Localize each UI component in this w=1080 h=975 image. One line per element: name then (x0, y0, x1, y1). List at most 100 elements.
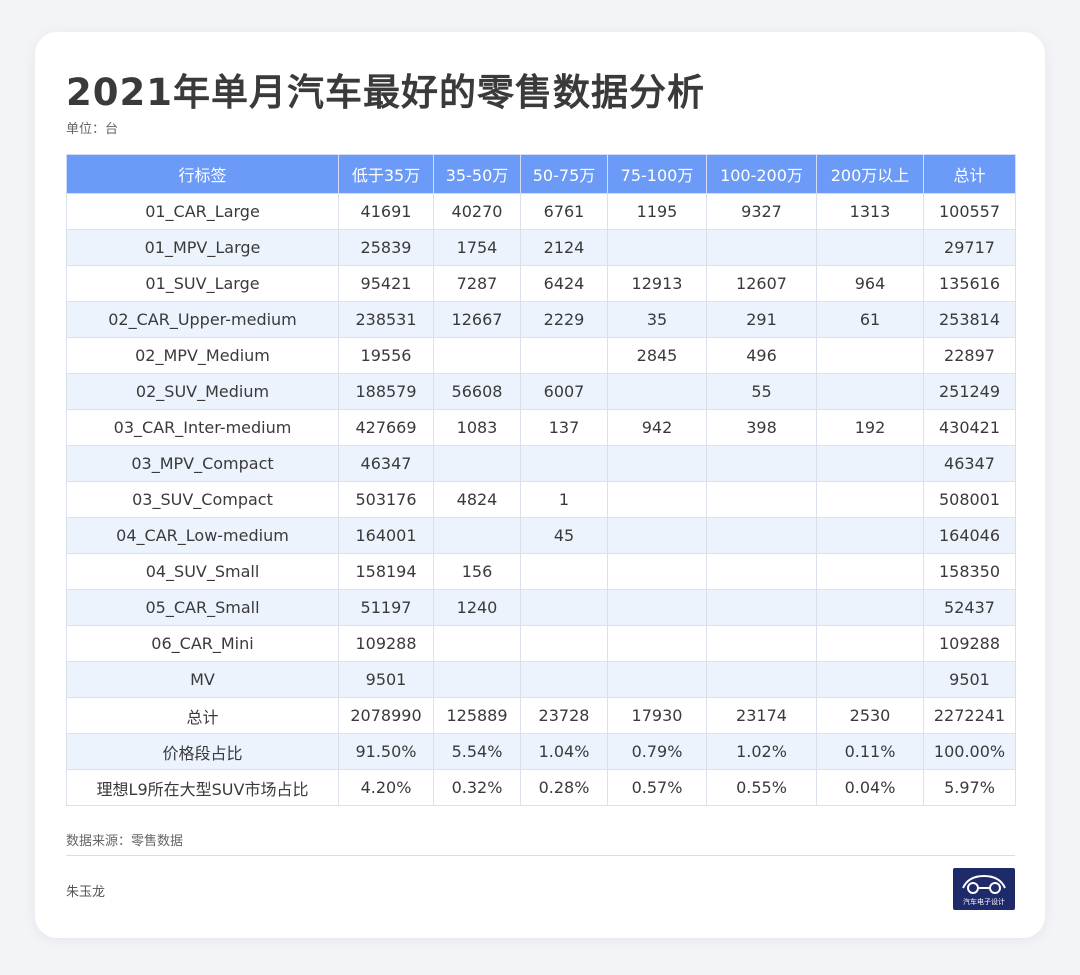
row-label-cell: 01_CAR_Large (66, 193, 339, 230)
value-cell: 164001 (338, 517, 434, 554)
value-cell: 0.11% (816, 733, 924, 770)
logo-text: 汽车电子设计 (963, 898, 1005, 906)
row-label-cell: 价格段占比 (66, 733, 339, 770)
value-cell: 238531 (338, 301, 434, 338)
author-name: 朱玉龙 (66, 885, 106, 900)
value-cell: 19556 (338, 337, 434, 374)
value-cell: 52437 (923, 589, 1016, 626)
row-label-cell: 理想L9所在大型SUV市场占比 (66, 769, 339, 806)
value-cell: 41691 (338, 193, 434, 230)
value-cell (433, 337, 521, 374)
value-cell: 4824 (433, 481, 521, 518)
report-card: 2021年单月汽车最好的零售数据分析 单位：台 行标签 低于35万 35-50万 50… (35, 32, 1045, 938)
value-cell: 398 (706, 409, 817, 446)
data-source: 数据来源：零售数据 (66, 834, 184, 849)
value-cell: 23728 (520, 697, 608, 734)
row-label-cell: 04_SUV_Small (66, 553, 339, 590)
value-cell (520, 337, 608, 374)
value-cell (607, 625, 707, 662)
value-cell: 100557 (923, 193, 1016, 230)
value-cell: 1313 (816, 193, 924, 230)
value-cell (706, 229, 817, 266)
value-cell (706, 517, 817, 554)
value-cell (816, 337, 924, 374)
row-label-cell: 02_MPV_Medium (66, 337, 339, 374)
column-header: 100-200万 (706, 154, 817, 194)
column-header: 75-100万 (607, 154, 707, 194)
table-row: 02_SUV_Medium 188579 56608 6007 55 251249 (66, 373, 1016, 410)
value-cell (816, 373, 924, 410)
row-label-cell: 03_CAR_Inter-medium (66, 409, 339, 446)
value-cell: 253814 (923, 301, 1016, 338)
value-cell: 430421 (923, 409, 1016, 446)
value-cell: 503176 (338, 481, 434, 518)
value-cell: 51197 (338, 589, 434, 626)
value-cell (816, 481, 924, 518)
table-row: 理想L9所在大型SUV市场占比 4.20% 0.32% 0.28% 0.57% 0.55%… (66, 769, 1016, 806)
value-cell: 56608 (433, 373, 521, 410)
value-cell: 7287 (433, 265, 521, 302)
column-header: 低于35万 (338, 154, 434, 194)
page-title: 2021年单月汽车最好的零售数据分析 (66, 71, 705, 114)
value-cell: 91.50% (338, 733, 434, 770)
row-label-cell: 03_MPV_Compact (66, 445, 339, 482)
value-cell: 0.57% (607, 769, 707, 806)
value-cell: 29717 (923, 229, 1016, 266)
table-row: 04_CAR_Low-medium 164001 45 164046 (66, 517, 1016, 554)
value-cell: 1.02% (706, 733, 817, 770)
value-cell: 5.97% (923, 769, 1016, 806)
value-cell: 1 (520, 481, 608, 518)
table-row: 02_MPV_Medium 19556 2845 496 22897 (66, 337, 1016, 374)
value-cell: 2229 (520, 301, 608, 338)
column-header: 总计 (923, 154, 1016, 194)
value-cell: 158194 (338, 553, 434, 590)
value-cell (706, 625, 817, 662)
value-cell: 12607 (706, 265, 817, 302)
value-cell (706, 661, 817, 698)
table-row: 01_CAR_Large 41691 40270 6761 1195 9327 1313 10… (66, 193, 1016, 230)
value-cell: 109288 (338, 625, 434, 662)
value-cell: 251249 (923, 373, 1016, 410)
value-cell: 23174 (706, 697, 817, 734)
value-cell: 1195 (607, 193, 707, 230)
value-cell: 6007 (520, 373, 608, 410)
value-cell (607, 445, 707, 482)
table-row: 03_MPV_Compact 46347 46347 (66, 445, 1016, 482)
value-cell: 12667 (433, 301, 521, 338)
value-cell: 22897 (923, 337, 1016, 374)
row-label-cell: 02_CAR_Upper-medium (66, 301, 339, 338)
unit-label: 单位：台 (66, 122, 119, 137)
value-cell: 6761 (520, 193, 608, 230)
divider (66, 855, 1015, 856)
value-cell (520, 445, 608, 482)
value-cell (706, 481, 817, 518)
value-cell (816, 589, 924, 626)
value-cell (816, 553, 924, 590)
value-cell: 5.54% (433, 733, 521, 770)
value-cell: 942 (607, 409, 707, 446)
value-cell (706, 445, 817, 482)
table-row: 06_CAR_Mini 109288 109288 (66, 625, 1016, 662)
value-cell (607, 373, 707, 410)
value-cell: 12913 (607, 265, 707, 302)
value-cell: 100.00% (923, 733, 1016, 770)
table-row: 价格段占比 91.50% 5.54% 1.04% 0.79% 1.02% 0.11% 100.… (66, 733, 1016, 770)
value-cell: 291 (706, 301, 817, 338)
row-label-cell: 01_MPV_Large (66, 229, 339, 266)
row-label-cell: 06_CAR_Mini (66, 625, 339, 662)
value-cell: 508001 (923, 481, 1016, 518)
value-cell: 1754 (433, 229, 521, 266)
value-cell: 1.04% (520, 733, 608, 770)
value-cell: 0.28% (520, 769, 608, 806)
value-cell: 188579 (338, 373, 434, 410)
table-row: 总计 2078990 125889 23728 17930 23174 2530 227224… (66, 697, 1016, 734)
value-cell (607, 589, 707, 626)
table-row: 02_CAR_Upper-medium 238531 12667 2229 35 291 6… (66, 301, 1016, 338)
value-cell: 9327 (706, 193, 817, 230)
table-row: 05_CAR_Small 51197 1240 52437 (66, 589, 1016, 626)
table-row: 04_SUV_Small 158194 156 158350 (66, 553, 1016, 590)
value-cell: 496 (706, 337, 817, 374)
table-row: 03_CAR_Inter-medium 427669 1083 137 942 398 19… (66, 409, 1016, 446)
value-cell: 1240 (433, 589, 521, 626)
value-cell (816, 625, 924, 662)
